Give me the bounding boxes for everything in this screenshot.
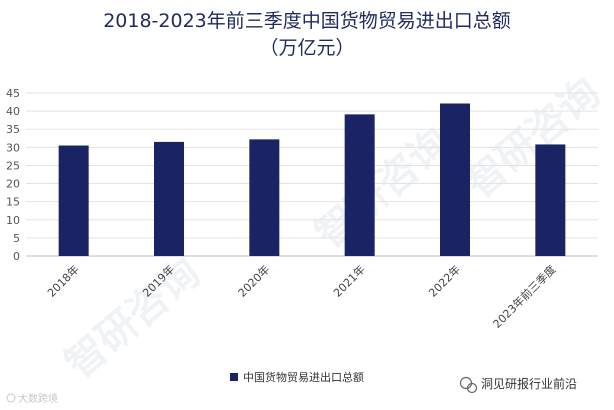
grid-lines [26, 92, 598, 257]
bar [58, 145, 89, 256]
watermark-text: 智研咨询 [457, 70, 609, 208]
x-tick-label: 2018年 [44, 262, 81, 299]
legend-swatch [230, 373, 238, 381]
y-tick-label: 10 [6, 214, 20, 227]
legend: 中国货物贸易进出口总额 [230, 370, 364, 384]
watermark-group: 智研咨询 智研咨询 智研咨询 [57, 70, 609, 388]
x-tick-label: 2021年 [330, 262, 367, 299]
bar-series [58, 103, 566, 256]
bar [535, 144, 566, 256]
bar [249, 139, 280, 256]
chart-subtitle-text: （万亿元） [259, 37, 355, 59]
chart-title-text: 2018-2023年前三季度中国货物贸易进出口总额 [103, 10, 511, 32]
x-tick-label: 2023年前三季度 [490, 262, 559, 331]
account-name: 洞见研报行业前沿 [481, 376, 577, 391]
y-tick-label: 15 [6, 196, 20, 209]
wechat-icon [459, 376, 478, 394]
y-tick-label: 40 [6, 105, 20, 118]
small-watermark: 大数跨境 [6, 392, 58, 405]
small-watermark-text: 大数跨境 [18, 392, 58, 405]
legend-label: 中国货物贸易进出口总额 [243, 370, 364, 384]
y-tick-label: 5 [13, 232, 20, 245]
y-tick-label: 35 [6, 123, 20, 136]
bar [440, 103, 470, 256]
bar [344, 114, 375, 256]
watermark-text: 智研咨询 [307, 120, 459, 258]
y-tick-label: 45 [6, 87, 20, 100]
x-tick-label: 2020年 [235, 262, 272, 299]
y-tick-label: 20 [6, 178, 20, 191]
x-tick-label: 2022年 [426, 262, 463, 299]
y-tick-label: 25 [6, 159, 20, 172]
y-tick-label: 30 [6, 141, 20, 154]
y-axis-ticks: 0 5 10 15 20 25 30 35 40 45 [6, 87, 20, 263]
chart-title: 2018-2023年前三季度中国货物贸易进出口总额 （万亿元） [0, 8, 614, 62]
bar [154, 141, 184, 256]
footer-account: 洞见研报行业前沿 [459, 376, 577, 394]
y-tick-label: 0 [13, 250, 20, 263]
